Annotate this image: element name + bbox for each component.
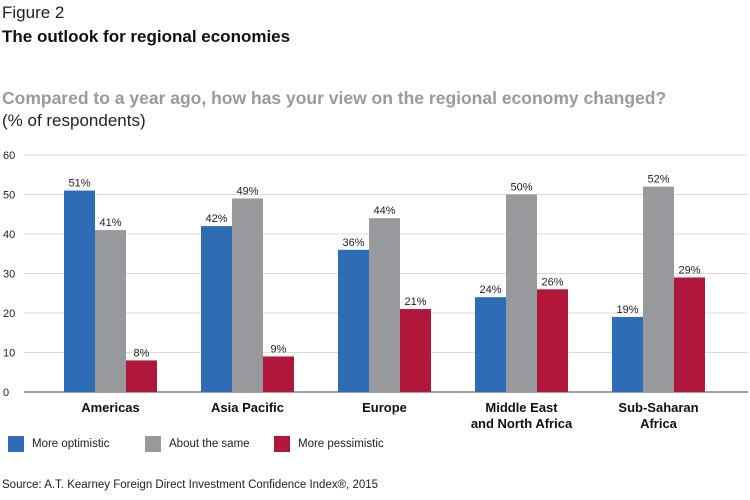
y-axis-ticks: 0 10 20 30 40 50 60 [3, 150, 15, 399]
bar [506, 194, 537, 392]
bar-value-label: 26% [541, 276, 563, 288]
y-tick-label: 50 [3, 190, 15, 202]
bar [643, 186, 674, 392]
y-tick-label: 10 [3, 348, 15, 360]
bar [674, 277, 705, 392]
bar [232, 198, 263, 392]
legend-label: More optimistic [32, 438, 110, 450]
legend-item-more-optimistic: More optimistic [8, 436, 109, 452]
bar [537, 289, 568, 392]
data-labels: 51% 41% 8% 42% 49% 9% 36% 44% 21% 24% 50% 26% 19% 52%… [68, 174, 700, 360]
y-tick-label: 40 [3, 229, 15, 241]
y-tick-label: 0 [3, 387, 9, 399]
category-label: Europe [362, 400, 407, 415]
bar-value-label: 8% [134, 347, 150, 359]
bar-value-label: 50% [510, 182, 532, 194]
legend-label: More pessimistic [298, 438, 384, 450]
y-tick-label: 30 [3, 269, 15, 281]
category-labels: Americas Asia Pacific Europe Middle East and… [81, 400, 698, 430]
bar [201, 226, 232, 392]
bars [64, 186, 705, 392]
bar-value-label: 21% [404, 296, 426, 308]
legend-item-about-the-same: About the same [145, 436, 250, 452]
bar [369, 218, 400, 392]
bar-chart: 0 10 20 30 40 50 60 51% 41% 8% 42% 49% 9% 36% 44% 21% 2… [3, 150, 748, 430]
legend-swatch [8, 436, 24, 452]
y-tick-label: 60 [3, 150, 15, 162]
y-tick-label: 20 [3, 308, 15, 320]
bar [338, 249, 369, 392]
bar-value-label: 29% [678, 264, 700, 276]
legend-swatch [145, 436, 161, 452]
bar-value-label: 36% [342, 237, 364, 249]
bar-value-label: 42% [205, 213, 227, 225]
category-label: Sub-Saharan Africa [618, 400, 698, 430]
bar [95, 230, 126, 392]
category-label: Middle East and North Africa [471, 400, 573, 430]
figure-label: Figure 2 [2, 3, 65, 22]
bar [263, 356, 294, 392]
bar [64, 190, 95, 392]
bar-value-label: 9% [271, 343, 287, 355]
category-label: Americas [81, 400, 140, 415]
bar [400, 309, 431, 392]
bar-value-label: 19% [616, 304, 638, 316]
bar [126, 360, 157, 392]
bar [612, 316, 643, 392]
bar-value-label: 24% [479, 284, 501, 296]
bar-value-label: 41% [99, 217, 121, 229]
bar-value-label: 52% [647, 174, 669, 186]
bar-value-label: 44% [373, 205, 395, 217]
legend-swatch [274, 436, 290, 452]
legend-item-more-pessimistic: More pessimistic [274, 436, 384, 452]
figure-title: The outlook for regional economies [2, 27, 291, 46]
category-label: Asia Pacific [211, 400, 284, 415]
chart-title: Compared to a year ago, how has your vie… [2, 88, 667, 108]
legend-label: About the same [169, 438, 250, 450]
source-note: Source: A.T. Kearney Foreign Direct Inve… [2, 479, 379, 491]
bar-value-label: 51% [68, 178, 90, 190]
bar [475, 297, 506, 392]
unit-note: (% of respondents) [2, 111, 146, 130]
bar-value-label: 49% [236, 185, 258, 197]
